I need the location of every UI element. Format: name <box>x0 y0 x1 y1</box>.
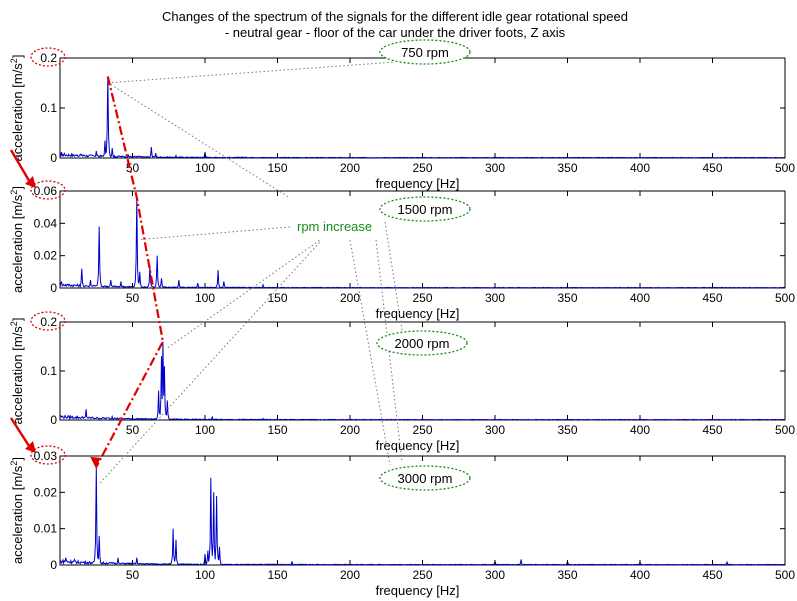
x-tick-label: 450 <box>702 568 722 582</box>
rpm-label-1: 750 rpm <box>401 45 449 60</box>
annotation-pointer-line <box>167 239 321 349</box>
rpm-increase-note: rpm increase <box>297 219 372 234</box>
scale-change-arrow <box>9 417 33 450</box>
x-axis-label: frequency [Hz] <box>376 583 460 598</box>
x-tick-label: 400 <box>630 423 650 437</box>
x-tick-label: 50 <box>126 423 140 437</box>
y-tick-label: 0.06 <box>34 184 58 198</box>
ymax-highlight-4 <box>30 445 66 465</box>
trend-arrowhead <box>90 456 101 469</box>
ymax-highlight-2 <box>30 180 66 200</box>
x-tick-label: 150 <box>267 291 287 305</box>
x-tick-label: 300 <box>485 423 505 437</box>
x-tick-label: 350 <box>557 161 577 175</box>
spectrum-panel-1: 50 100 150 200 250 300 350 400 450 50000.10.2freq… <box>9 51 795 191</box>
x-tick-label: 250 <box>412 291 432 305</box>
x-tick-label: 100 <box>195 568 215 582</box>
x-tick-label: 300 <box>485 568 505 582</box>
y-axis-label: acceleration [m/s2] <box>9 318 25 425</box>
y-tick-label: 0.1 <box>40 364 57 378</box>
scale-change-arrowhead <box>25 441 36 453</box>
x-tick-label: 150 <box>267 423 287 437</box>
annotation-pointer-line <box>111 61 396 83</box>
x-tick-label: 450 <box>702 291 722 305</box>
x-tick-label: 150 <box>267 568 287 582</box>
y-tick-label: 0 <box>50 558 57 572</box>
x-tick-label: 200 <box>340 568 360 582</box>
x-tick-label: 200 <box>340 161 360 175</box>
y-axis-label: acceleration [m/s2] <box>9 457 25 564</box>
rpm-label-3: 2000 rpm <box>395 336 450 351</box>
annotation-pointer-line <box>140 226 291 240</box>
x-tick-label: 500 <box>775 568 795 582</box>
y-tick-label: 0 <box>50 413 57 427</box>
ymax-highlight-3 <box>30 311 66 331</box>
x-tick-label: 400 <box>630 568 650 582</box>
y-tick-label: 0 <box>50 151 57 165</box>
rpm-label-4: 3000 rpm <box>398 471 453 486</box>
rpm-label-2: 1500 rpm <box>398 202 453 217</box>
rpm-oval-3 <box>376 330 468 356</box>
x-tick-label: 100 <box>195 161 215 175</box>
x-tick-label: 100 <box>195 423 215 437</box>
annotation-pointer-line <box>375 239 403 463</box>
rpm-oval-2 <box>379 196 471 222</box>
x-tick-label: 200 <box>340 291 360 305</box>
y-tick-label: 0.02 <box>34 249 58 263</box>
x-axis-label: frequency [Hz] <box>376 438 460 453</box>
peak-trend-line <box>95 76 165 468</box>
x-axis-label: frequency [Hz] <box>376 176 460 191</box>
y-tick-label: 0 <box>50 281 57 295</box>
annotation-pointer-line <box>110 84 291 199</box>
x-tick-label: 500 <box>775 291 795 305</box>
x-tick-label: 300 <box>485 161 505 175</box>
rpm-oval-4 <box>379 465 471 491</box>
scale-change-arrowhead <box>25 176 36 188</box>
scale-change-arrow <box>9 149 33 185</box>
y-axis-label: acceleration [m/s2] <box>9 186 25 293</box>
x-tick-label: 450 <box>702 423 722 437</box>
y-axis-label: acceleration [m/s2] <box>9 55 25 162</box>
x-tick-label: 50 <box>126 291 140 305</box>
y-tick-label: 0.1 <box>40 101 57 115</box>
x-tick-label: 500 <box>775 423 795 437</box>
y-tick-label: 0.04 <box>34 216 58 230</box>
plot-area <box>59 57 786 159</box>
x-tick-label: 150 <box>267 161 287 175</box>
x-tick-label: 400 <box>630 291 650 305</box>
y-tick-label: 0.03 <box>34 449 58 463</box>
y-tick-label: 0.2 <box>40 51 57 65</box>
x-tick-label: 350 <box>557 568 577 582</box>
y-tick-label: 0.2 <box>40 315 57 329</box>
x-tick-label: 450 <box>702 161 722 175</box>
x-tick-label: 100 <box>195 291 215 305</box>
ymax-highlight-1 <box>30 47 66 67</box>
x-tick-label: 250 <box>412 423 432 437</box>
x-tick-label: 250 <box>412 161 432 175</box>
x-axis-label: frequency [Hz] <box>376 306 460 321</box>
x-tick-label: 500 <box>775 161 795 175</box>
x-tick-label: 250 <box>412 568 432 582</box>
x-tick-label: 200 <box>340 423 360 437</box>
x-tick-label: 350 <box>557 423 577 437</box>
x-tick-label: 400 <box>630 161 650 175</box>
figure-subtitle: - neutral gear - floor of the car under … <box>225 25 566 40</box>
rpm-oval-1 <box>379 39 471 65</box>
x-tick-label: 50 <box>126 568 140 582</box>
x-tick-label: 300 <box>485 291 505 305</box>
y-tick-label: 0.02 <box>34 485 58 499</box>
y-tick-label: 0.01 <box>34 522 58 536</box>
figure-title: Changes of the spectrum of the signals f… <box>162 9 628 24</box>
x-tick-label: 350 <box>557 291 577 305</box>
